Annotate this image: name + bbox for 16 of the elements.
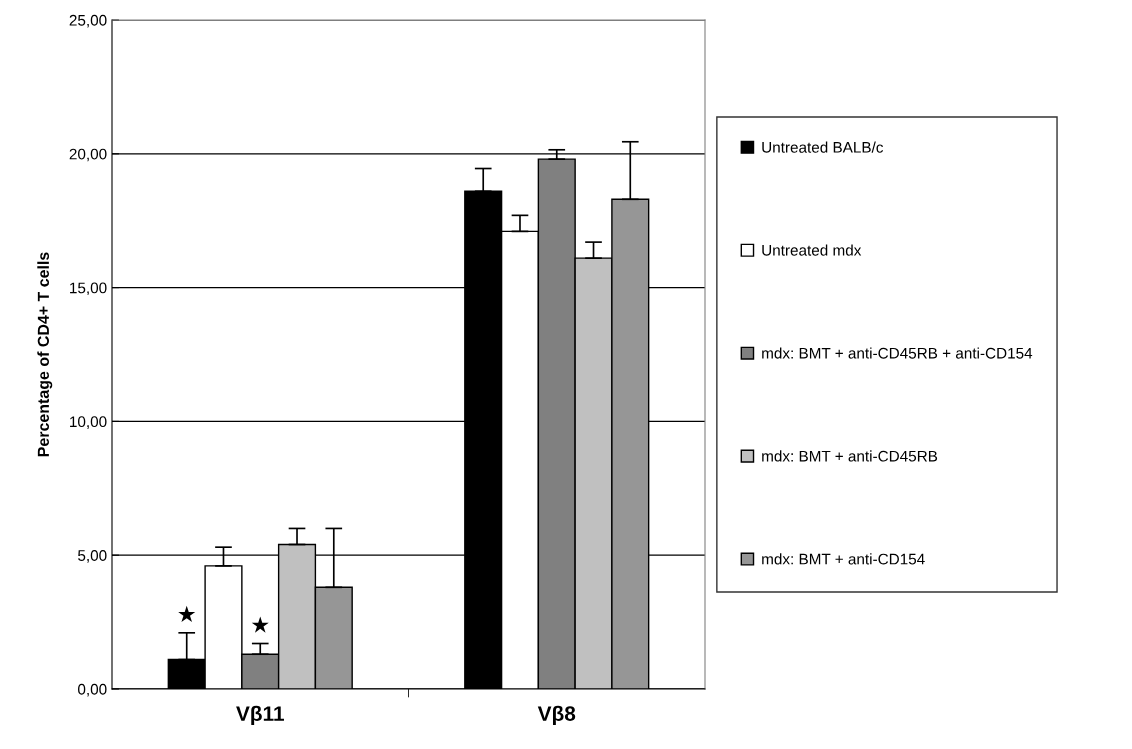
y-tick-label: 0,00 xyxy=(78,683,107,697)
legend-label: Untreated mdx xyxy=(762,244,862,256)
data-label: ★ xyxy=(251,616,269,633)
x-tick-label: Vβ11 xyxy=(236,705,284,726)
y-tick-label: 20,00 xyxy=(69,148,107,162)
legend-label: Untreated BALB/c xyxy=(762,141,884,153)
legend-label: mdx: BMT + anti-CD45RB xyxy=(762,450,938,462)
y-tick-label: 5,00 xyxy=(78,550,107,563)
x-tick-label: Vβ8 xyxy=(537,705,576,726)
data-label: ★ xyxy=(178,605,196,622)
legend-label: mdx: BMT + anti-CD154 xyxy=(762,553,925,565)
y-axis-title: Percentage of CD4+ T cells xyxy=(37,252,53,457)
y-tick-label: 15,00 xyxy=(70,282,107,296)
legend-label: mdx: BMT + anti-CD45RB + anti-CD154 xyxy=(762,347,1033,359)
y-tick-label: 25,00 xyxy=(69,14,107,28)
y-tick-label: 10,00 xyxy=(70,416,107,429)
